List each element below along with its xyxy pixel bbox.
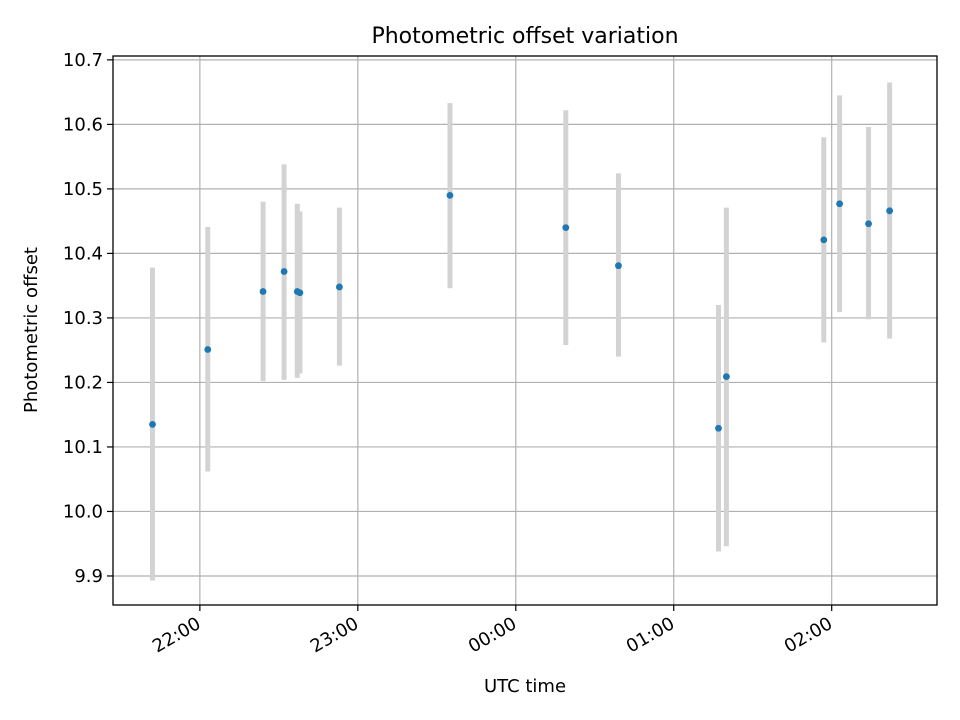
plot-frame	[112, 55, 938, 606]
y-tick-label: 10.1	[63, 437, 103, 458]
data-point	[446, 191, 454, 199]
data-point	[715, 424, 722, 432]
grid	[113, 56, 937, 605]
y-tick-label: 10.4	[63, 243, 103, 264]
data-point	[204, 346, 212, 353]
chart-title: Photometric offset variation	[371, 24, 678, 49]
data-point	[562, 224, 570, 232]
y-tick-label: 10.0	[63, 501, 103, 522]
data-point	[836, 200, 843, 208]
data-point	[149, 420, 156, 428]
y-tick-label: 10.2	[63, 372, 103, 393]
data-point	[820, 236, 828, 244]
data-point	[865, 220, 872, 228]
data-points	[149, 191, 894, 432]
data-point	[296, 289, 304, 297]
y-axis-label: Photometric offset	[21, 247, 42, 413]
data-point	[722, 373, 730, 381]
y-axis-ticks: 9.9 10.0 10.1 10.2 10.3 10.4 10.5 10.6 10.7	[63, 50, 113, 587]
y-tick-label: 10.7	[63, 50, 103, 71]
data-point	[336, 283, 343, 291]
data-point	[280, 268, 288, 275]
data-point	[259, 288, 267, 295]
data-point	[615, 262, 622, 270]
x-axis-label: UTC time	[484, 676, 566, 697]
y-tick-label: 10.6	[63, 114, 103, 135]
y-tick-label: 10.3	[63, 308, 103, 329]
data-point	[886, 207, 894, 215]
y-tick-label: 10.5	[63, 179, 103, 200]
y-tick-label: 9.9	[74, 566, 103, 587]
